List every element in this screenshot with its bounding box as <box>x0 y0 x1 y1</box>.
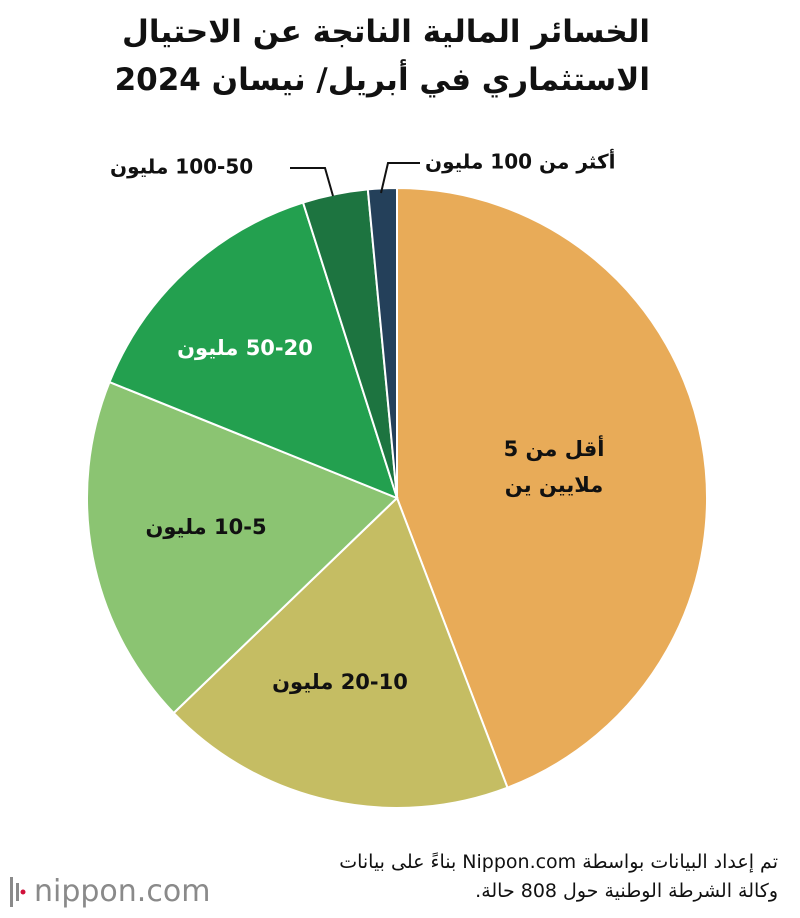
logo-text: nippon.com <box>34 874 211 909</box>
slice-label-2-line-1: 10-5 مليون <box>145 515 266 539</box>
slice-label-4: 100-50 مليون <box>110 155 253 179</box>
nippon-logo-mark-icon <box>10 876 26 907</box>
slice-label-0-line-2: ملايين ين <box>505 473 603 497</box>
slice-label-1-line-1: 20-10 مليون <box>272 670 408 694</box>
chart-title-line-1: الخسائر المالية الناتجة عن الاحتيال <box>122 14 650 50</box>
pie-slice-2 <box>86 380 399 715</box>
slice-label-5: أكثر من 100 مليون <box>425 148 615 174</box>
nippon-logo: nippon.com <box>10 874 210 909</box>
slice-label-3-line-1: 50-20 مليون <box>177 336 313 360</box>
leader-line-4 <box>290 167 334 197</box>
leader-line-5 <box>380 162 420 194</box>
source-note: تم إعداد البيانات بواسطة Nippon.com بناء… <box>218 848 778 906</box>
pie-slice-1 <box>172 496 509 809</box>
chart-title-line-2: الاستثماري في أبريل/ نيسان 2024 <box>114 62 650 98</box>
source-line-2: وكالة الشرطة الوطنية حول 808 حالة. <box>475 880 778 902</box>
source-line-1: تم إعداد البيانات بواسطة Nippon.com بناء… <box>339 851 778 873</box>
pie-slice-0 <box>396 186 708 789</box>
slice-label-0-line-1: أقل من 5 <box>504 434 605 461</box>
chart-title: الخسائر المالية الناتجة عن الاحتيال الاس… <box>10 8 650 104</box>
pie-slice-3 <box>108 201 399 500</box>
